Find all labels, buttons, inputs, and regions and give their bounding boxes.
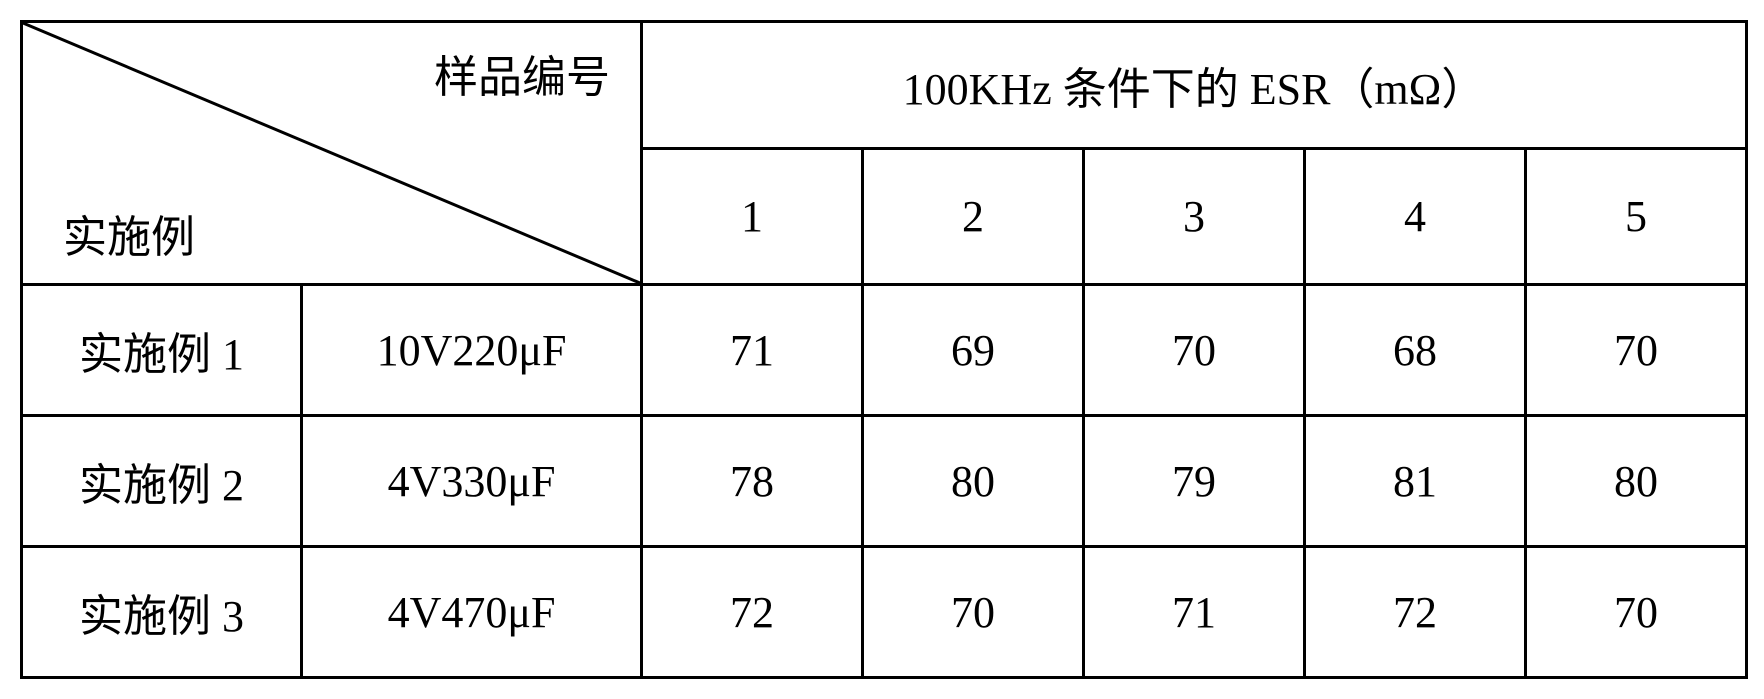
esr-table: 样品编号 实施例 100KHz 条件下的 ESR（mΩ） 1 2 3 4 5 实… — [20, 20, 1748, 679]
sample-col-4: 4 — [1305, 149, 1526, 285]
sample-col-5: 5 — [1526, 149, 1747, 285]
value-cell: 70 — [1526, 285, 1747, 416]
value-cell: 69 — [863, 285, 1084, 416]
value-cell: 72 — [1305, 547, 1526, 678]
diagonal-header-cell: 样品编号 实施例 — [22, 22, 642, 285]
value-cell: 78 — [642, 416, 863, 547]
value-cell: 70 — [1526, 547, 1747, 678]
diag-top-label: 样品编号 — [434, 41, 610, 105]
sample-col-3: 3 — [1084, 149, 1305, 285]
data-row-3: 实施例 3 4V470μF 72 70 71 72 70 — [22, 547, 1747, 678]
example-label: 实施例 3 — [22, 547, 302, 678]
sample-col-2: 2 — [863, 149, 1084, 285]
value-cell: 72 — [642, 547, 863, 678]
esr-table-container: 样品编号 实施例 100KHz 条件下的 ESR（mΩ） 1 2 3 4 5 实… — [20, 20, 1744, 679]
esr-header: 100KHz 条件下的 ESR（mΩ） — [642, 22, 1747, 149]
header-row-1: 样品编号 实施例 100KHz 条件下的 ESR（mΩ） — [22, 22, 1747, 149]
value-cell: 80 — [1526, 416, 1747, 547]
example-label: 实施例 1 — [22, 285, 302, 416]
spec-cell: 4V330μF — [302, 416, 642, 547]
value-cell: 71 — [1084, 547, 1305, 678]
value-cell: 71 — [642, 285, 863, 416]
data-row-2: 实施例 2 4V330μF 78 80 79 81 80 — [22, 416, 1747, 547]
value-cell: 68 — [1305, 285, 1526, 416]
spec-cell: 10V220μF — [302, 285, 642, 416]
value-cell: 70 — [1084, 285, 1305, 416]
value-cell: 81 — [1305, 416, 1526, 547]
value-cell: 80 — [863, 416, 1084, 547]
value-cell: 79 — [1084, 416, 1305, 547]
spec-cell: 4V470μF — [302, 547, 642, 678]
diag-bottom-label: 实施例 — [63, 201, 195, 265]
sample-col-1: 1 — [642, 149, 863, 285]
data-row-1: 实施例 1 10V220μF 71 69 70 68 70 — [22, 285, 1747, 416]
value-cell: 70 — [863, 547, 1084, 678]
example-label: 实施例 2 — [22, 416, 302, 547]
